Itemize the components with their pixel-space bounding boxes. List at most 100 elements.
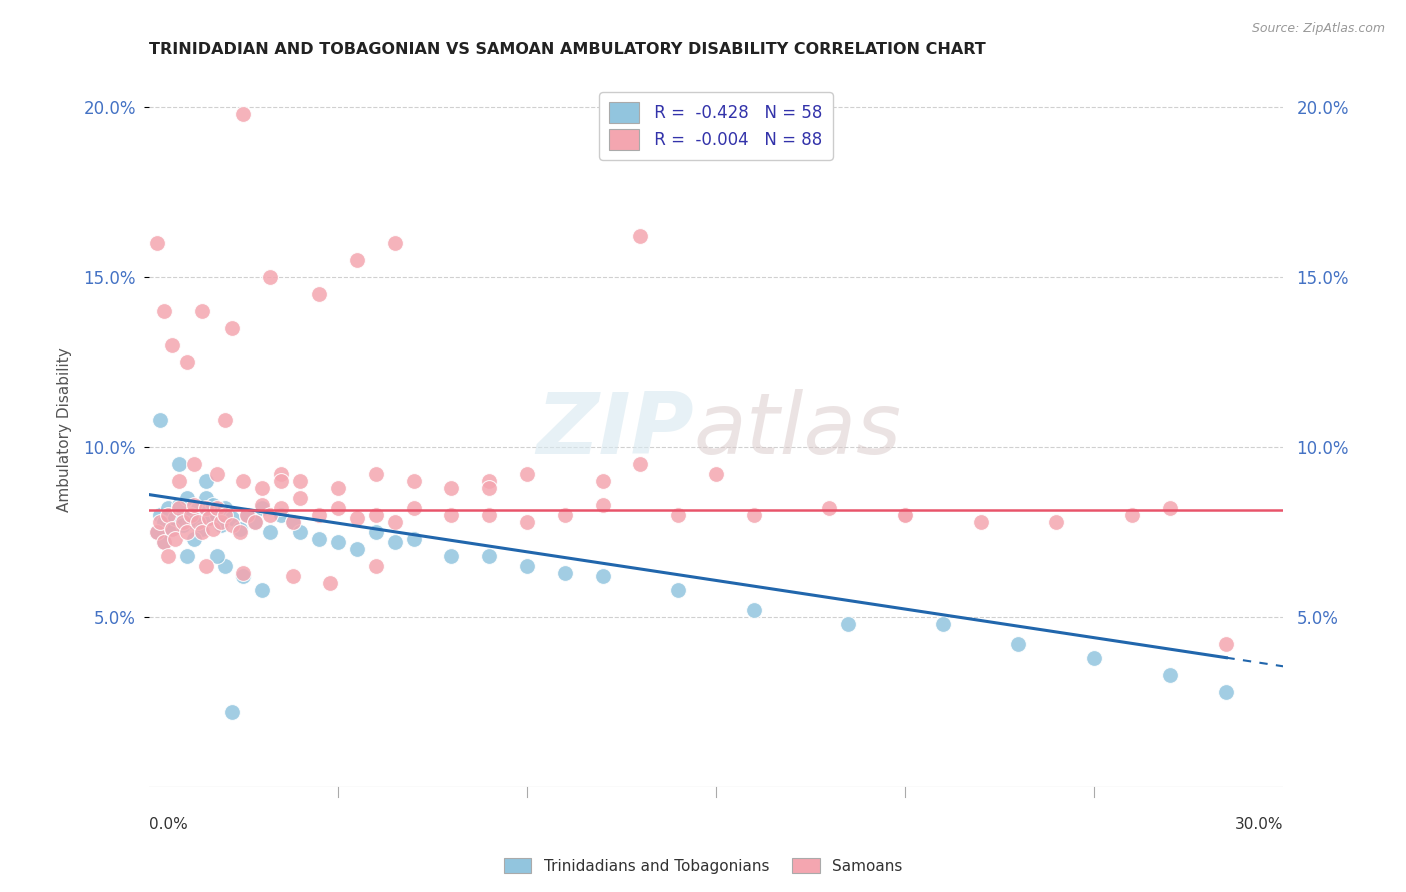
Point [153,535,176,549]
Point [402,532,425,546]
Point [478,474,501,488]
Point [252,582,274,597]
Point [209,518,232,533]
Point [221,511,243,525]
Point [232,474,254,488]
Point [1159,667,1181,681]
Point [402,501,425,516]
Point [232,107,254,121]
Point [236,508,259,522]
Point [290,491,312,505]
Point [319,576,342,591]
Point [478,549,501,563]
Point [198,511,221,525]
Text: 30.0%: 30.0% [1234,817,1284,832]
Point [704,467,727,482]
Point [630,229,652,244]
Point [252,498,274,512]
Point [198,511,221,525]
Point [1215,684,1237,698]
Point [384,236,406,251]
Point [183,532,205,546]
Point [160,522,183,536]
Point [145,236,167,251]
Point [176,524,198,539]
Point [236,508,259,522]
Point [308,287,330,301]
Point [402,474,425,488]
Point [160,522,183,536]
Point [666,508,689,522]
Point [167,474,190,488]
Point [1159,501,1181,516]
Point [167,501,190,516]
Point [666,582,689,597]
Point [252,481,274,495]
Point [516,467,538,482]
Point [364,558,387,573]
Point [202,522,225,536]
Text: 0.0%: 0.0% [149,817,188,832]
Point [149,515,172,529]
Point [308,532,330,546]
Point [167,457,190,471]
Point [259,270,281,285]
Point [205,549,228,563]
Point [440,508,463,522]
Point [1083,650,1105,665]
Point [214,558,236,573]
Point [153,304,176,318]
Point [228,524,250,539]
Point [243,515,266,529]
Point [156,501,179,516]
Point [478,481,501,495]
Point [290,474,312,488]
Point [176,355,198,369]
Point [384,515,406,529]
Point [592,474,614,488]
Point [516,515,538,529]
Point [160,338,183,352]
Point [228,522,250,536]
Point [156,508,179,522]
Point [194,501,217,516]
Point [440,481,463,495]
Point [290,524,312,539]
Point [270,508,292,522]
Legend:  R =  -0.428   N = 58,  R =  -0.004   N = 88: R = -0.428 N = 58, R = -0.004 N = 88 [599,92,832,160]
Point [516,558,538,573]
Point [259,524,281,539]
Text: ZIP: ZIP [536,389,693,472]
Point [270,501,292,516]
Point [172,518,194,533]
Point [194,558,217,573]
Legend: Trinidadians and Tobagonians, Samoans: Trinidadians and Tobagonians, Samoans [498,852,908,880]
Point [364,524,387,539]
Point [346,541,368,556]
Point [165,511,187,525]
Point [818,501,841,516]
Point [554,566,576,580]
Point [270,467,292,482]
Point [252,501,274,516]
Point [308,508,330,522]
Point [191,304,214,318]
Point [205,501,228,516]
Point [281,569,304,583]
Point [346,511,368,525]
Point [1007,637,1029,651]
Point [187,501,209,516]
Point [145,524,167,539]
Point [153,515,176,529]
Point [214,413,236,427]
Point [440,549,463,563]
Point [742,508,765,522]
Point [270,474,292,488]
Point [214,508,236,522]
Point [202,498,225,512]
Point [194,491,217,505]
Point [742,603,765,617]
Point [176,491,198,505]
Point [221,705,243,719]
Point [214,501,236,516]
